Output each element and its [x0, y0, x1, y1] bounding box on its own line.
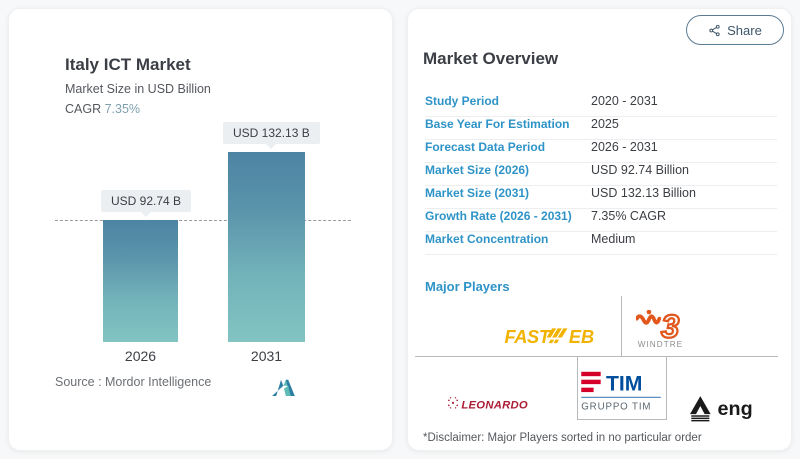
svg-text:WINDTRE: WINDTRE — [638, 340, 683, 348]
svg-text:EB: EB — [569, 327, 594, 347]
svg-text:GRUPPO TIM: GRUPPO TIM — [581, 402, 651, 413]
svg-text:TIM: TIM — [606, 372, 642, 395]
svg-text:FAST: FAST — [505, 327, 552, 347]
svg-text:LEONARDO: LEONARDO — [461, 400, 528, 412]
svg-text:eng: eng — [718, 398, 753, 420]
